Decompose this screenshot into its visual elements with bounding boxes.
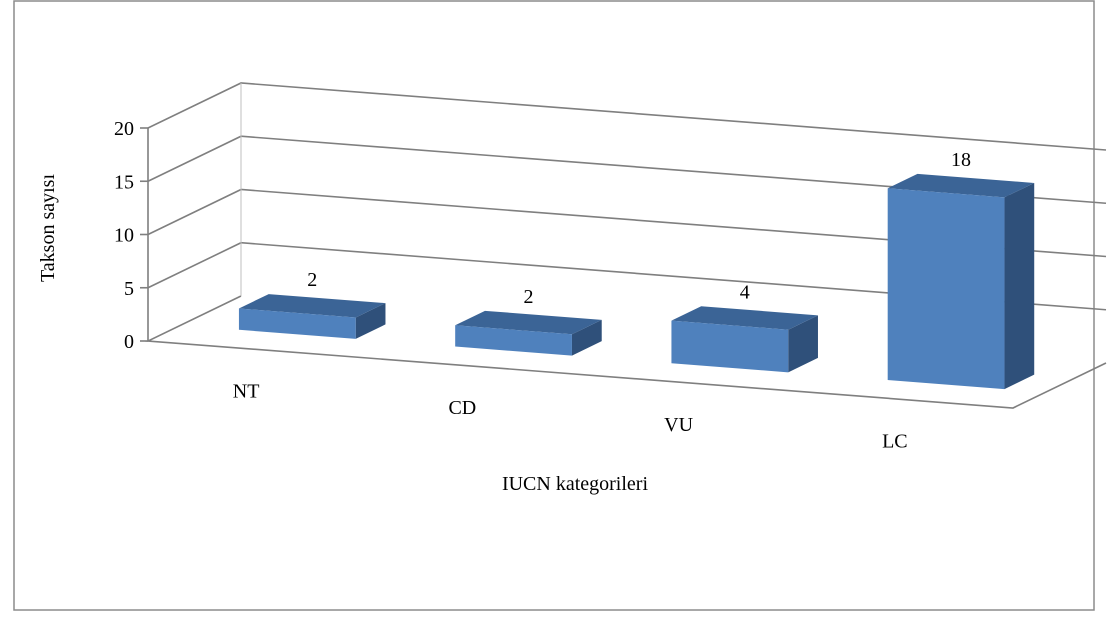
y-axis-title: Takson sayısı [37,174,59,282]
data-label: 2 [307,269,317,291]
y-tick-label: 10 [114,225,134,247]
data-label: 4 [740,281,750,303]
bar-top [455,310,602,335]
x-category-label: LC [882,431,908,453]
x-category-label: VU [664,414,693,436]
bar-front [238,308,356,339]
bars [238,173,1035,390]
bar-top [887,173,1035,198]
bar-side [355,303,386,339]
x-category-labels: NT CD VU LC [233,380,908,452]
y-tick-label: 5 [124,278,134,300]
y-tick-labels: 0 5 10 15 20 [114,118,134,353]
axes [140,83,1107,409]
data-labels: 2 2 4 18 [307,149,971,308]
floor-edge [144,295,1107,409]
bar [671,306,818,373]
y-tick-label: 0 [124,331,134,353]
bar [238,294,386,339]
x-category-label: NT [233,380,260,402]
bar-side [571,319,602,356]
y-tick-label: 20 [114,118,134,140]
bar-top [238,294,386,318]
bar [887,173,1035,390]
data-label: 18 [951,149,971,171]
bar-side [1004,182,1035,390]
x-axis-title: IUCN kategorileri [502,473,649,495]
x-category-label: CD [448,397,476,419]
bar-front [887,188,1005,390]
bar-side [788,315,818,373]
y-tick-label: 15 [114,171,134,193]
data-label: 2 [523,286,533,308]
bar-front [455,325,572,356]
bar-front [671,320,789,373]
bar-top [671,306,818,330]
bar [455,310,602,356]
